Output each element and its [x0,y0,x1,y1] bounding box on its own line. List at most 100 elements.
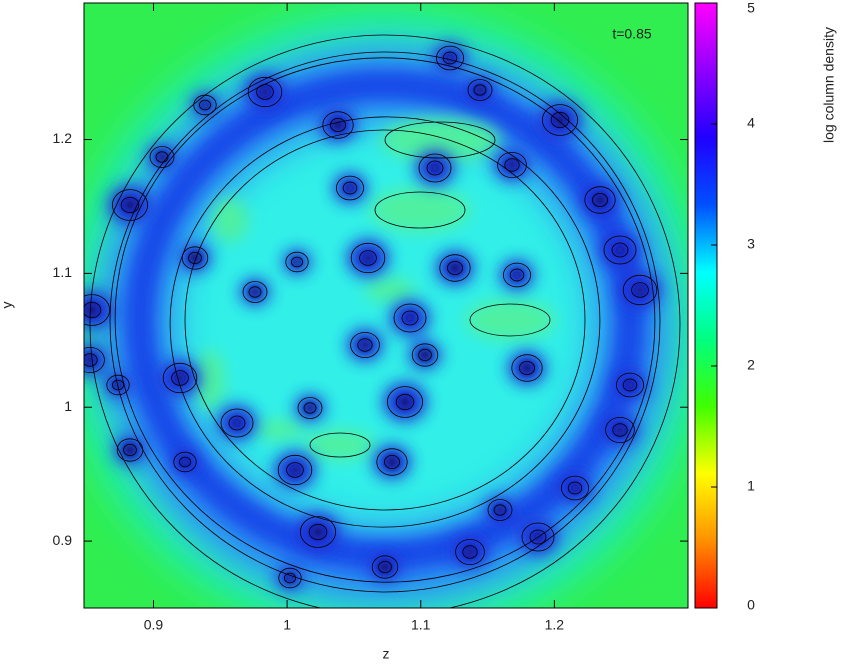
clump-contour [322,111,354,139]
time-annotation: t=0.85 [612,26,652,42]
plot-frame [83,2,689,609]
clump-contour [467,79,493,101]
clump-contour [357,338,373,352]
clump-core [465,547,475,557]
clump-contour [283,572,296,584]
clump-contour [171,370,189,386]
clump-core [386,456,398,468]
clump-contour [181,246,209,270]
x-axis-label: z [383,646,390,661]
clump-contour [277,454,313,486]
colorbar-tick-label: 0 [747,597,755,613]
clump-core [635,285,645,295]
y-tick-label: 0.9 [53,532,73,548]
clump-contour [256,84,274,100]
clump-contour [502,262,531,288]
clump-contour [616,372,645,398]
clump-contour [106,374,130,396]
colorbar [694,2,718,609]
clump-contour [435,45,464,71]
clump-contour [155,151,169,163]
colorbar-label: log column density [821,27,837,143]
clump-core [379,561,391,573]
clump-core [521,362,533,374]
clump-contour [286,462,304,478]
map-voids [195,118,555,460]
clump-contour [622,274,658,306]
clump-contour [198,99,211,111]
clump-contour [120,196,140,214]
clump-core [124,199,136,211]
clump-contour [299,516,336,548]
clump-contour [612,423,628,437]
clump-core [114,381,122,389]
clump-core [85,355,95,365]
x-tick-label: 1.1 [411,617,431,633]
clump-contour [248,286,262,298]
clump-core [175,373,185,383]
clump-core [431,164,439,172]
clump-core [260,87,270,97]
clump-contour [550,111,570,129]
clump-core [181,458,189,466]
clump-core [363,253,373,263]
clump-core [419,349,431,361]
clump-contour [173,451,197,473]
clump-contour [278,567,302,589]
clump-contour [511,354,543,382]
clump-contour [193,94,217,116]
clump-contour [84,294,110,326]
clump-core [189,252,201,264]
clump-contour [521,522,555,552]
x-tick-label: 0.9 [144,617,164,633]
clump-contour [395,393,415,411]
clump [84,343,108,377]
clump-core [507,160,517,170]
clump-contour [228,415,246,431]
clump-contour [178,456,191,468]
clump-contour [603,235,637,265]
clump-contour [584,186,616,214]
clump-core [495,505,505,515]
clump-contour [509,268,525,282]
clump-contour [84,353,98,367]
clump-contour [401,310,419,326]
colorbar-tick-label: 4 [747,115,755,131]
clump-contour [473,84,487,96]
clump-contour [329,117,346,133]
map-disk [105,50,665,600]
colorbar-tick-label: 2 [747,357,755,373]
clump-contour [622,378,638,392]
clump-contour [116,438,144,462]
clump-core [594,194,606,206]
clump-core [360,340,370,350]
density-map [84,3,688,608]
clump-contour [303,402,317,414]
clump-contour [350,242,386,274]
clump-contour [631,282,649,298]
clump-core [233,419,241,427]
clump-core [290,465,300,475]
clump-contour [567,481,583,495]
clump-contour [285,251,309,273]
clump-core [406,314,414,322]
colorbar-tick-label: 3 [747,236,755,252]
y-axis-label: y [0,302,15,309]
clump-contour [383,454,400,470]
clump-contour [359,250,377,266]
clump-contour [308,523,328,541]
clump-contour [84,347,105,373]
clump-core [475,85,485,95]
clump-core [157,152,167,162]
clump-contour [411,343,439,367]
clump-contour [442,51,458,65]
clump-contour [84,301,102,319]
clump-contour [446,260,463,276]
colorbar-tick-label: 1 [747,478,755,494]
clump-core [293,258,301,266]
clump-contour [371,555,399,579]
clump-core [346,184,354,192]
clump-contour [297,397,323,419]
